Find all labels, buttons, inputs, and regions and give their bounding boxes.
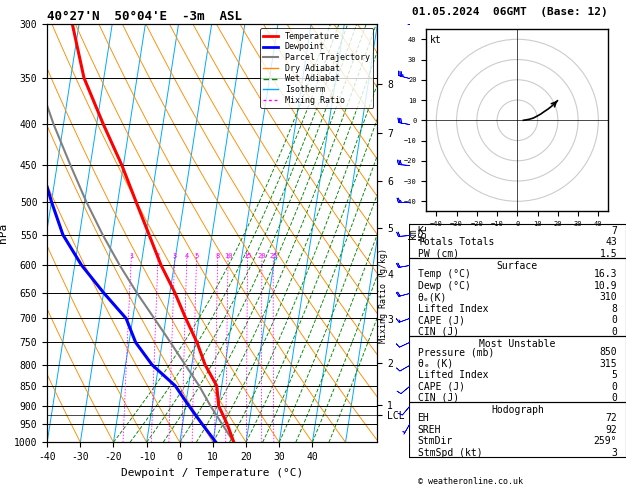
Text: 10: 10 <box>224 253 232 259</box>
Text: Temp (°C): Temp (°C) <box>418 269 470 279</box>
Text: 7: 7 <box>611 226 617 236</box>
Text: Surface: Surface <box>497 261 538 271</box>
Text: 16.3: 16.3 <box>594 269 617 279</box>
Text: K: K <box>418 226 423 236</box>
Text: 2: 2 <box>156 253 160 259</box>
Text: 8: 8 <box>216 253 220 259</box>
Text: 92: 92 <box>606 425 617 435</box>
Text: 1.5: 1.5 <box>599 249 617 259</box>
Text: 0: 0 <box>611 393 617 403</box>
Text: 20: 20 <box>258 253 266 259</box>
Text: 3: 3 <box>611 448 617 458</box>
Text: EH: EH <box>418 414 429 423</box>
Text: Most Unstable: Most Unstable <box>479 339 555 348</box>
Text: 10.9: 10.9 <box>594 281 617 291</box>
Legend: Temperature, Dewpoint, Parcel Trajectory, Dry Adiabat, Wet Adiabat, Isotherm, Mi: Temperature, Dewpoint, Parcel Trajectory… <box>260 29 373 108</box>
Text: 3: 3 <box>172 253 177 259</box>
Y-axis label: hPa: hPa <box>0 223 8 243</box>
Text: 0: 0 <box>611 315 617 325</box>
Text: 01.05.2024  06GMT  (Base: 12): 01.05.2024 06GMT (Base: 12) <box>412 7 608 17</box>
Text: 5: 5 <box>611 370 617 380</box>
Text: 15: 15 <box>243 253 252 259</box>
Text: 25: 25 <box>269 253 277 259</box>
Text: StmSpd (kt): StmSpd (kt) <box>418 448 482 458</box>
Text: 5: 5 <box>194 253 199 259</box>
Text: © weatheronline.co.uk: © weatheronline.co.uk <box>418 477 523 486</box>
Text: 40°27'N  50°04'E  -3m  ASL: 40°27'N 50°04'E -3m ASL <box>47 10 242 23</box>
Text: CAPE (J): CAPE (J) <box>418 315 465 325</box>
Text: Mixing Ratio (g/kg): Mixing Ratio (g/kg) <box>379 248 388 344</box>
Text: θₑ(K): θₑ(K) <box>418 292 447 302</box>
Text: 4: 4 <box>185 253 189 259</box>
Text: kt: kt <box>430 35 442 45</box>
Text: 1: 1 <box>129 253 133 259</box>
Y-axis label: km
ASL: km ASL <box>408 225 429 242</box>
Text: CAPE (J): CAPE (J) <box>418 382 465 392</box>
Text: SREH: SREH <box>418 425 441 435</box>
Text: Totals Totals: Totals Totals <box>418 238 494 247</box>
Text: CIN (J): CIN (J) <box>418 327 459 337</box>
Text: PW (cm): PW (cm) <box>418 249 459 259</box>
Text: Hodograph: Hodograph <box>491 405 544 415</box>
Text: 0: 0 <box>611 382 617 392</box>
Text: 259°: 259° <box>594 436 617 446</box>
Text: 43: 43 <box>606 238 617 247</box>
Text: StmDir: StmDir <box>418 436 453 446</box>
Text: Pressure (mb): Pressure (mb) <box>418 347 494 357</box>
Text: 850: 850 <box>599 347 617 357</box>
Text: 315: 315 <box>599 359 617 368</box>
Text: Lifted Index: Lifted Index <box>418 304 488 314</box>
Text: 8: 8 <box>611 304 617 314</box>
Text: Lifted Index: Lifted Index <box>418 370 488 380</box>
Text: Dewp (°C): Dewp (°C) <box>418 281 470 291</box>
Text: CIN (J): CIN (J) <box>418 393 459 403</box>
Text: θₑ (K): θₑ (K) <box>418 359 453 368</box>
Text: 310: 310 <box>599 292 617 302</box>
Text: 0: 0 <box>611 327 617 337</box>
Text: 72: 72 <box>606 414 617 423</box>
X-axis label: Dewpoint / Temperature (°C): Dewpoint / Temperature (°C) <box>121 468 303 478</box>
